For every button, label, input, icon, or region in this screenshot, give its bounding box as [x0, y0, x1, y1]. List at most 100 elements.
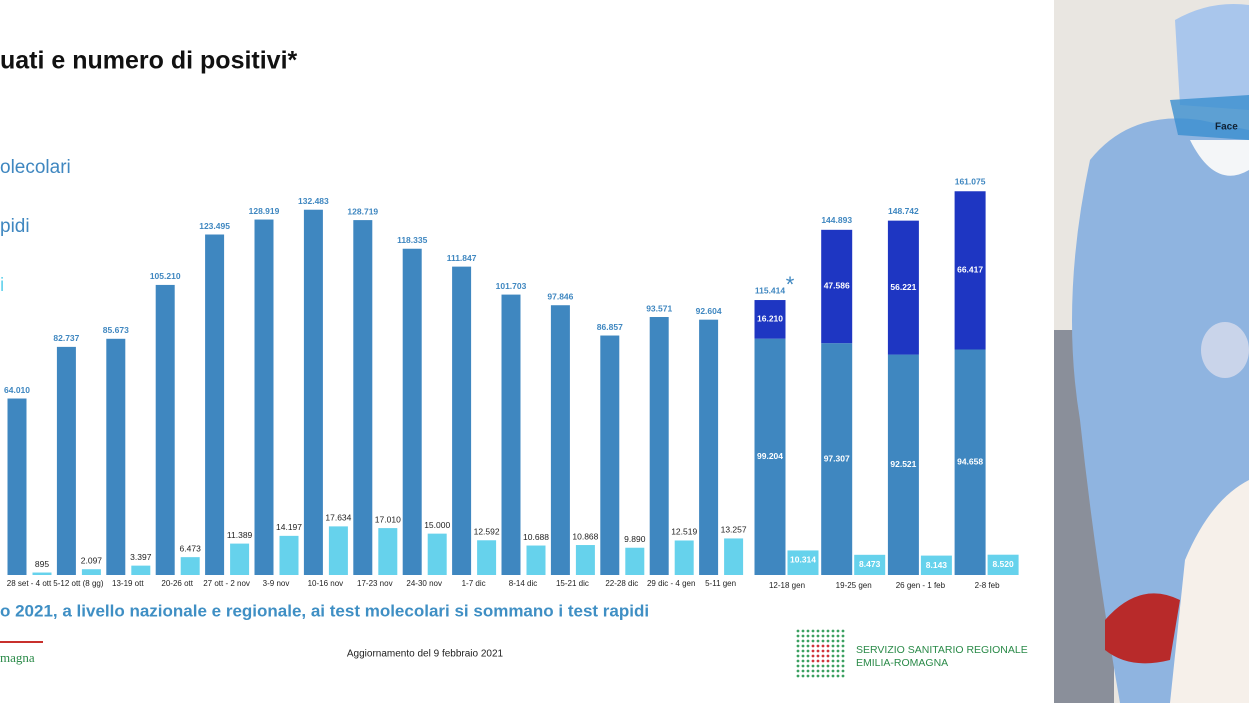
x-tick-label: 5-12 ott (8 gg): [53, 579, 104, 588]
logo-mark: [796, 629, 845, 678]
bar: [32, 572, 52, 575]
logo-dot: [826, 639, 830, 643]
logo-dot: [826, 669, 830, 673]
bar: [180, 557, 200, 575]
logo-dot: [841, 634, 845, 638]
value-label: 10.688: [523, 532, 549, 542]
value-label: 94.658: [957, 456, 983, 466]
value-label: 17.010: [375, 514, 401, 524]
logo-dot: [821, 629, 825, 633]
value-label: 16.210: [757, 314, 783, 324]
logo-dot: [816, 659, 820, 663]
logo-dot: [796, 664, 800, 668]
value-label: 86.857: [597, 322, 623, 332]
logo-dot: [811, 669, 815, 673]
logo-dot: [821, 649, 825, 653]
bar-segment: [954, 349, 986, 575]
x-tick-label: 2-8 feb: [975, 581, 1000, 590]
logo-dot: [831, 669, 835, 673]
logo-dot: [826, 634, 830, 638]
value-label: 64.010: [4, 385, 30, 395]
legend-entry: i: [0, 275, 4, 296]
x-tick-label: 27 ott - 2 nov: [203, 579, 250, 588]
logo-dot: [841, 659, 845, 663]
bar: [674, 540, 694, 575]
bar-segment: [887, 220, 919, 355]
logo-dot: [841, 674, 845, 678]
logo-dot: [841, 644, 845, 648]
logo-dot: [821, 669, 825, 673]
bar: [649, 317, 669, 575]
bar-segment: [821, 229, 853, 344]
value-label: 132.483: [298, 196, 329, 206]
value-label: 9.890: [624, 534, 646, 544]
logo-dot: [826, 664, 830, 668]
bar: [452, 266, 472, 575]
logo-dot: [826, 659, 830, 663]
logo-text: EMILIA-ROMAGNA: [856, 657, 948, 669]
total-label: 115.414: [755, 285, 786, 295]
bar: [987, 554, 1019, 575]
value-label: 3.397: [130, 552, 152, 562]
bar: [7, 398, 27, 575]
logo-dot: [826, 644, 830, 648]
value-label: 97.846: [547, 291, 573, 301]
bar: [155, 284, 175, 575]
value-label: 99.204: [757, 451, 783, 461]
logo-dot: [806, 669, 810, 673]
x-tick-label: 28 set - 4 ott: [7, 579, 52, 588]
bar: [920, 555, 952, 575]
photo: Face: [1054, 0, 1249, 703]
value-label: 17.634: [325, 513, 351, 523]
logo-dot: [801, 659, 805, 663]
bar: [526, 545, 546, 575]
photo-bag: [1105, 593, 1180, 664]
logo-dot: [801, 634, 805, 638]
logo-dot: [826, 654, 830, 658]
logo-dot: [796, 629, 800, 633]
bar: [131, 565, 151, 575]
update-note: Aggiornamento del 9 febbraio 2021: [347, 649, 504, 660]
logo-dot: [836, 639, 840, 643]
logo-dot: [806, 649, 810, 653]
total-label: 148.742: [888, 206, 919, 216]
slide-title: uati e numero di positivi*: [0, 47, 298, 75]
logo-dot: [831, 654, 835, 658]
value-label: 56.221: [890, 282, 916, 292]
legend-entry: pidi: [0, 216, 30, 237]
x-tick-label: 1-7 dic: [462, 579, 486, 588]
logo-dot: [836, 649, 840, 653]
x-tick-label: 3-9 nov: [263, 579, 290, 588]
bar: [600, 335, 620, 575]
logo-dot: [816, 649, 820, 653]
logo-dot: [801, 644, 805, 648]
x-tick-label: 8-14 dic: [509, 579, 537, 588]
value-label: 92.604: [696, 306, 722, 316]
x-tick-label: 24-30 nov: [406, 579, 442, 588]
logo-dot: [821, 654, 825, 658]
value-label: 2.097: [81, 555, 103, 565]
logo-dot: [796, 644, 800, 648]
logo-dot: [801, 629, 805, 633]
photo-shield: [1170, 95, 1249, 140]
bar: [303, 209, 323, 575]
x-tick-label: 10-16 nov: [308, 579, 344, 588]
x-tick-label: 29 dic - 4 gen: [647, 579, 695, 588]
logo-dot: [811, 629, 815, 633]
logo-dot: [811, 649, 815, 653]
logo-dot: [831, 664, 835, 668]
bar-segment: [887, 354, 919, 575]
logo-dot: [811, 664, 815, 668]
logo-dot: [801, 669, 805, 673]
logo-dot: [816, 629, 820, 633]
bar: [854, 554, 886, 575]
bar: [106, 338, 126, 575]
logo-dot: [826, 674, 830, 678]
logo-dot: [841, 669, 845, 673]
logo-dot: [836, 669, 840, 673]
logo-dot: [806, 644, 810, 648]
bar: [724, 538, 744, 575]
logo-dot: [821, 634, 825, 638]
